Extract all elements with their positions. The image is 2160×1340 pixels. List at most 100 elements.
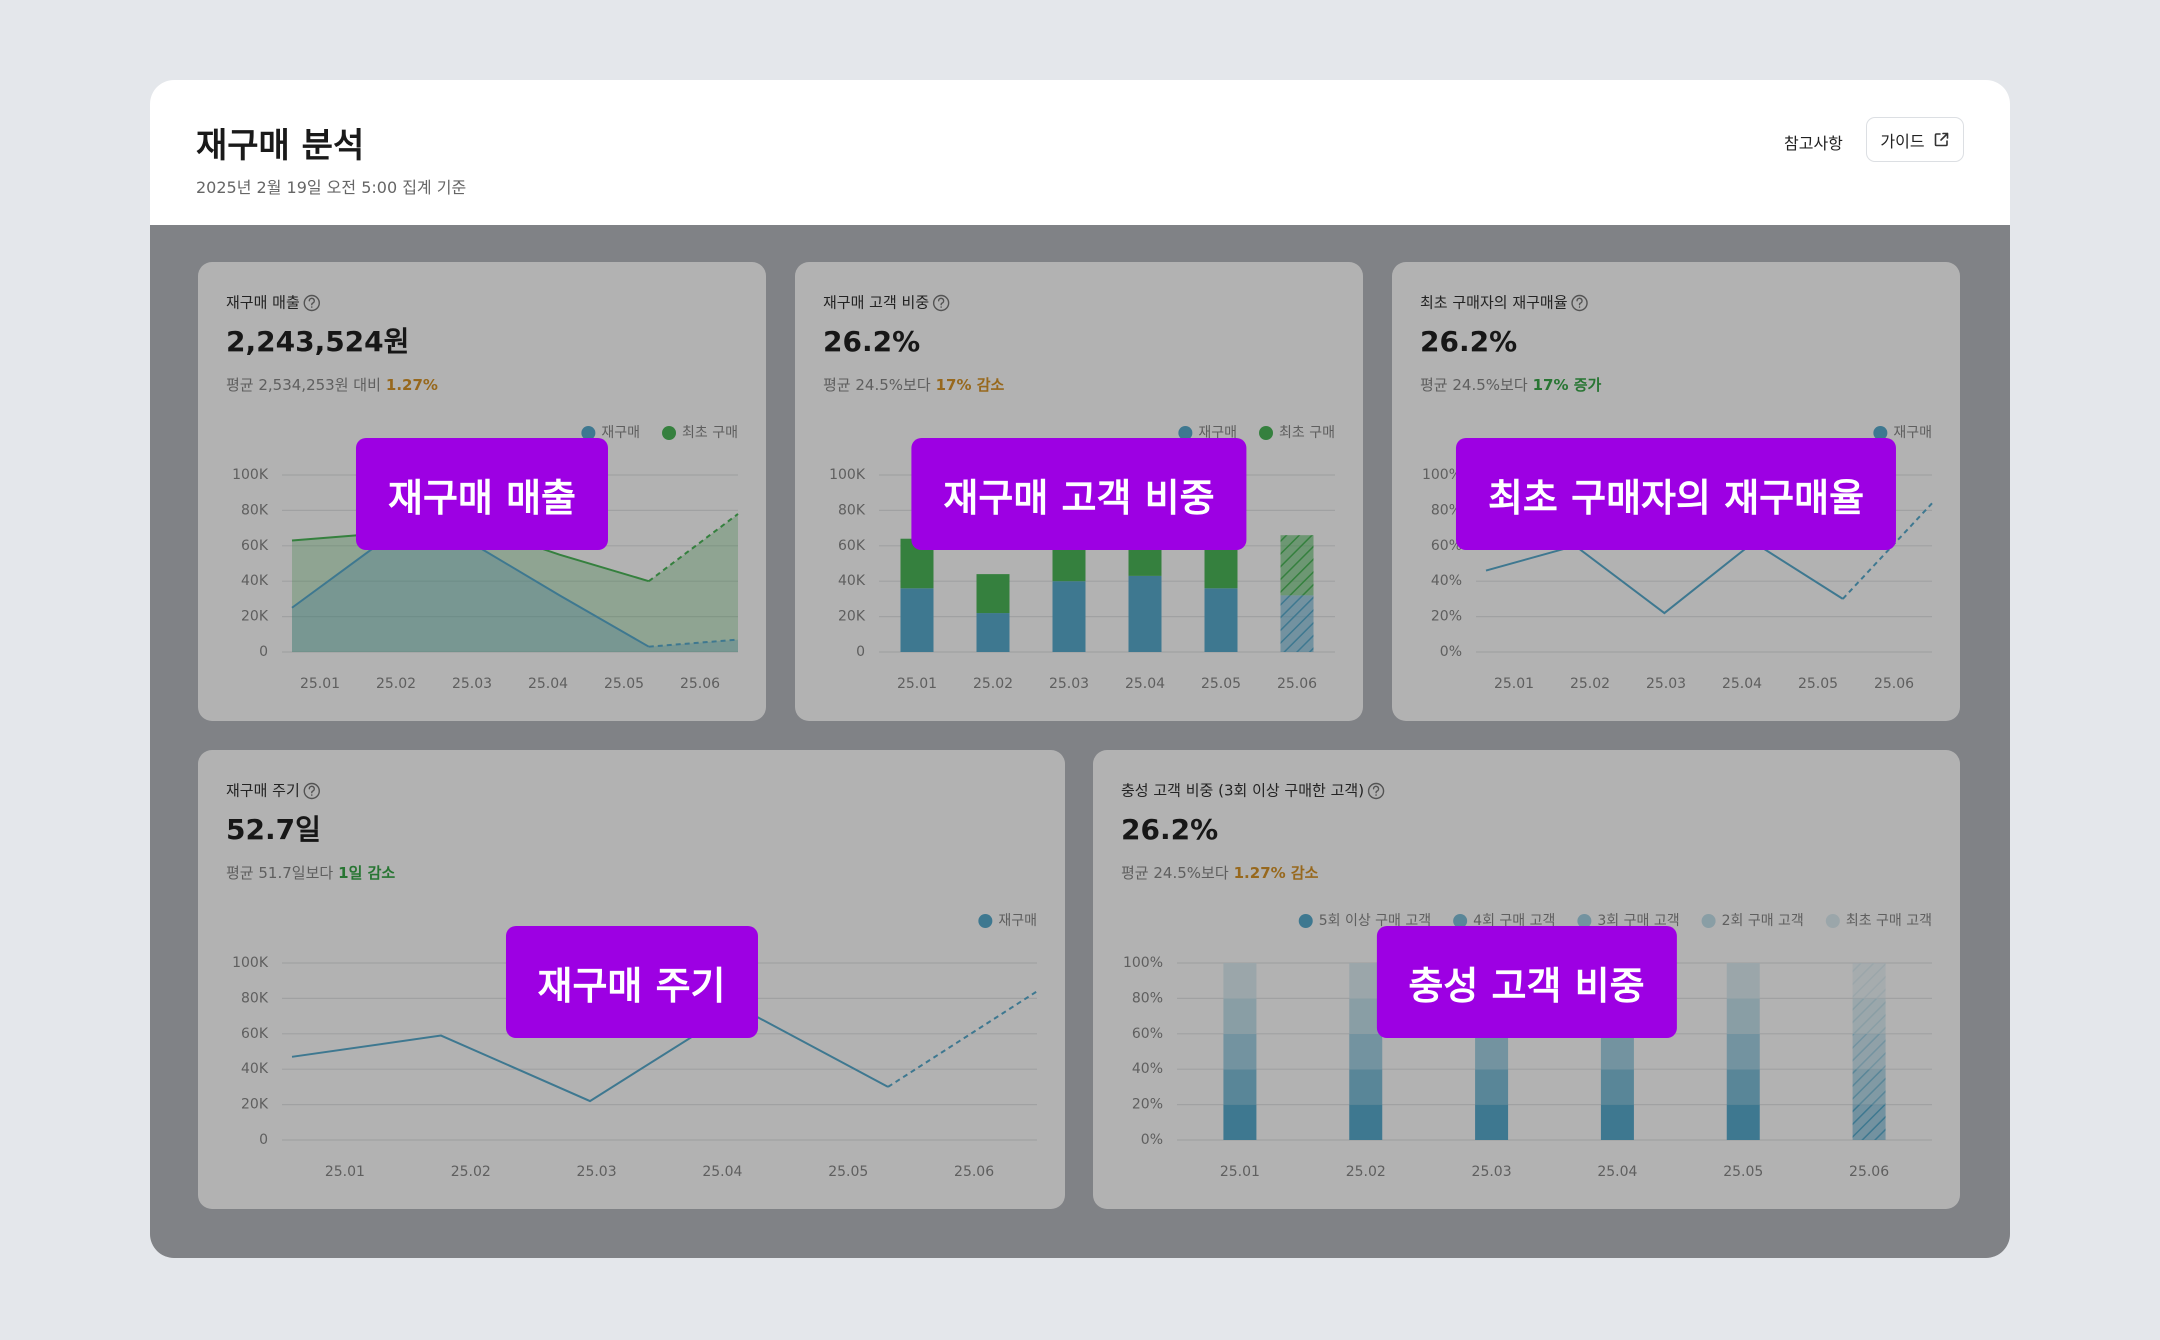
compare-text: 평균 24.5%보다: [1121, 864, 1229, 882]
x-tick-label: 25.03: [577, 1164, 617, 1180]
bar-segment: [1280, 595, 1314, 652]
external-link-icon: [1934, 132, 1948, 147]
y-tick-label: 60K: [241, 1026, 269, 1042]
legend-label: 재구매: [1198, 425, 1237, 441]
bar-segment: [1852, 1033, 1886, 1070]
compare-delta: 17% 감소: [936, 376, 1005, 394]
notice-link[interactable]: 참고사항: [1784, 134, 1843, 153]
legend-label: 재구매: [601, 425, 640, 441]
legend-label: 2회 구매 고객: [1722, 913, 1804, 929]
x-tick-label: 25.01: [300, 676, 340, 692]
y-tick-label: 60%: [1132, 1026, 1163, 1042]
x-tick-label: 25.04: [1597, 1164, 1637, 1180]
y-tick-label: 60%: [1431, 538, 1462, 554]
help-icon-mark: [1576, 297, 1583, 308]
legend-marker: [1298, 914, 1313, 928]
series-area: [292, 542, 738, 652]
card-compare: 평균 2,534,253원 대비 1.27%: [226, 376, 438, 394]
x-tick-label: 25.04: [702, 1164, 742, 1180]
x-tick-label: 25.05: [1201, 676, 1241, 692]
bar-segment: [1852, 998, 1886, 1034]
help-icon-circle: [932, 294, 950, 312]
compare-delta: 17% 증가: [1533, 376, 1602, 394]
x-tick-label: 25.06: [954, 1164, 994, 1180]
card-value: 52.7일: [226, 813, 321, 846]
series-line-projection: [887, 990, 1038, 1088]
bar-segment: [1223, 998, 1257, 1034]
y-tick-label: 60K: [241, 538, 269, 554]
x-tick-label: 25.01: [1494, 676, 1534, 692]
compare-delta: 1.27% 감소: [1234, 864, 1319, 882]
bar-segment: [1726, 1104, 1760, 1140]
card-value: 2,243,524원: [226, 325, 409, 358]
dim-overlay: [150, 225, 2010, 1258]
x-tick-label: 25.06: [1849, 1164, 1889, 1180]
bar-segment: [1726, 1033, 1760, 1070]
card-compare: 평균 24.5%보다 1.27% 감소: [1121, 864, 1319, 882]
legend-label: 4회 구매 고객: [1473, 913, 1555, 929]
legend-marker: [978, 914, 993, 928]
x-tick-label: 25.01: [897, 676, 937, 692]
bar-segment: [1204, 588, 1238, 652]
guide-button[interactable]: 가이드: [1866, 117, 1964, 162]
y-tick-label: 100%: [1123, 955, 1163, 971]
card-value: 26.2%: [1121, 813, 1218, 846]
y-tick-label: 0: [259, 644, 268, 660]
compare-text: 평균 51.7일보다: [226, 864, 333, 882]
help-icon-mark: [308, 297, 315, 308]
x-tick-label: 25.03: [1472, 1164, 1512, 1180]
compare-text: 평균 24.5%보다: [823, 376, 931, 394]
help-icon: [932, 294, 950, 312]
legend-marker: [581, 426, 596, 440]
overlay-label: 재구매 매출: [355, 438, 609, 550]
overlay-label: 재구매 주기: [505, 926, 758, 1038]
legend-marker: [1873, 426, 1888, 440]
bar-segment: [1223, 963, 1257, 999]
bar-segment: [1475, 1069, 1509, 1105]
x-tick-label: 25.03: [1049, 676, 1089, 692]
series-line-projection: [648, 638, 739, 648]
overlay-label: 재구매 고객 비중: [911, 438, 1247, 550]
legend-label: 3회 구매 고객: [1597, 913, 1679, 929]
bar-segment: [1852, 1104, 1886, 1140]
x-tick-label: 25.02: [1346, 1164, 1386, 1180]
bar-segment: [1475, 1033, 1509, 1070]
card-value: 26.2%: [1420, 325, 1517, 358]
help-icon-mark: [308, 785, 315, 796]
help-icon-circle: [1367, 782, 1385, 800]
bar-segment: [976, 574, 1010, 614]
bar-segment: [1128, 575, 1162, 652]
legend-marker: [662, 426, 677, 440]
bar-segment: [976, 613, 1010, 652]
help-icon-mark: [937, 297, 945, 308]
legend-label: 재구매: [998, 913, 1037, 929]
x-tick-label: 25.05: [1723, 1164, 1763, 1180]
y-tick-label: 80K: [241, 502, 269, 518]
series-line-projection: [1842, 502, 1933, 600]
guide-label: 가이드: [1880, 131, 1925, 151]
y-tick-label: 100K: [232, 467, 269, 483]
card-value: 26.2%: [823, 325, 920, 358]
compare-delta: 1일 감소: [338, 864, 395, 882]
card-label: 재구매 고객 비중: [823, 294, 929, 312]
x-tick-label: 25.05: [1798, 676, 1838, 692]
y-tick-label: 20%: [1132, 1097, 1163, 1113]
y-tick-label: 100%: [1422, 467, 1462, 483]
y-tick-label: 80K: [838, 502, 866, 518]
y-tick-label: 80%: [1431, 502, 1462, 518]
x-tick-label: 25.04: [528, 676, 568, 692]
bar-segment: [1726, 963, 1760, 999]
bar-segment: [1280, 535, 1314, 596]
page-subtitle: 2025년 2월 19일 오전 5:00 집계 기준: [196, 178, 467, 197]
x-tick-label: 25.02: [1570, 676, 1610, 692]
y-tick-label: 0%: [1141, 1132, 1163, 1148]
card-label: 재구매 주기: [226, 782, 300, 800]
x-tick-label: 25.03: [1646, 676, 1686, 692]
help-icon: [1571, 294, 1588, 312]
y-tick-label: 0: [856, 644, 865, 660]
x-tick-label: 25.02: [973, 676, 1013, 692]
x-tick-label: 25.03: [452, 676, 492, 692]
compare-delta: 1.27%: [386, 376, 438, 394]
x-tick-label: 25.01: [325, 1164, 365, 1180]
